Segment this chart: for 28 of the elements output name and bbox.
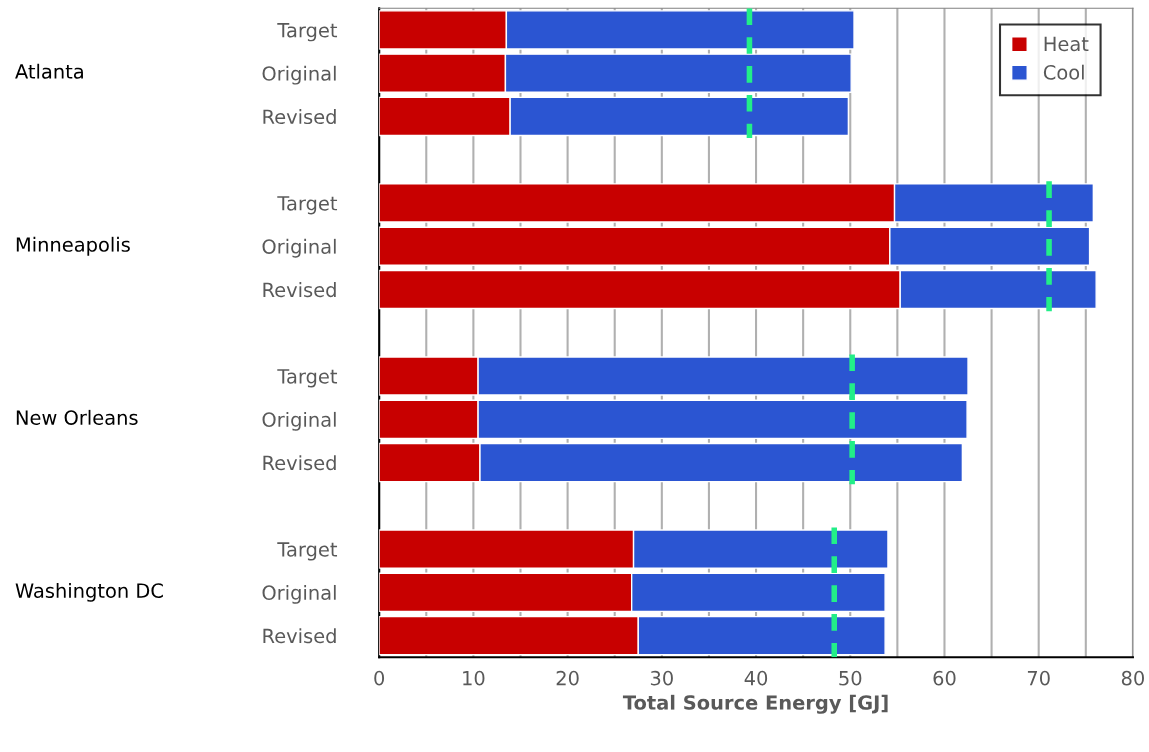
text: New Orleans: [16, 409, 138, 425]
y-tick-label: Target: [277, 196, 338, 215]
y-tick-label: Revised: [263, 628, 336, 644]
text: Washington DC: [15, 582, 163, 602]
x-axis-title: Total Source Energy [GJ]: [622, 694, 888, 714]
y-tick-label: Original: [262, 584, 336, 604]
x-tick-label: 60: [933, 670, 956, 686]
x-tick-label: 30: [650, 670, 673, 686]
x-tick-label: 20: [556, 670, 579, 686]
x-tick-label: 0: [374, 670, 385, 686]
y-tick-label: Target: [277, 369, 338, 388]
x-tick-label: 80: [1121, 670, 1144, 686]
y-tick-label: Original: [262, 411, 336, 431]
x-tick-label: 10: [463, 670, 485, 686]
y-tick-label: Original: [262, 65, 336, 85]
y-tick-label: Revised: [263, 455, 336, 471]
y-tick-label: Original: [262, 238, 336, 258]
x-tick-label: 40: [744, 670, 768, 686]
y-tick-label: Revised: [263, 109, 336, 125]
y-tick-label: Revised: [263, 282, 336, 298]
x-tick-label: 50: [839, 670, 862, 686]
y-tick-label: Target: [277, 542, 338, 561]
legend-label: Heat: [1044, 36, 1089, 52]
text: Atlanta: [15, 63, 83, 79]
legend-label: Cool: [1043, 64, 1084, 80]
text: Minneapolis: [16, 236, 130, 256]
y-tick-label: Target: [277, 23, 338, 42]
x-tick-label: 70: [1027, 670, 1050, 686]
